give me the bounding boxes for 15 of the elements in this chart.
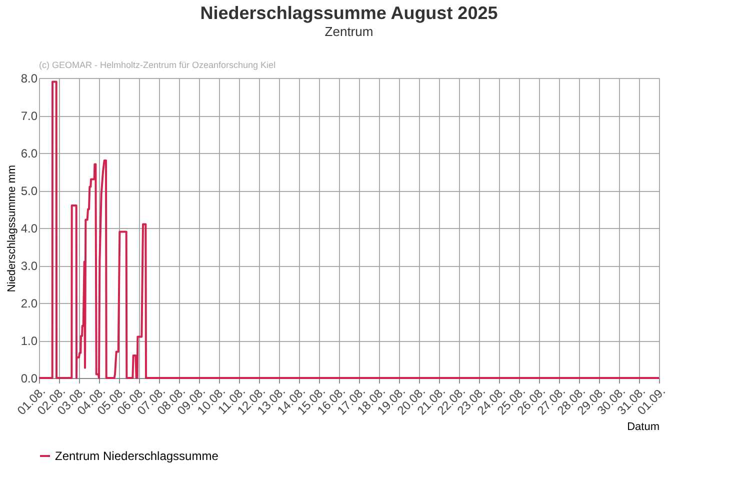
- y-tick-label: 0.0: [20, 372, 38, 386]
- chart-title: Niederschlagssumme August 2025: [200, 3, 498, 23]
- y-axis-title: Niederschlagssumme mm: [6, 164, 18, 292]
- chart-subtitle: Zentrum: [324, 24, 374, 39]
- y-tick-label: 2.0: [20, 296, 38, 310]
- text: (c) GEOMAR - Helmholtz-Zentrum für Ozeanforschung Kiel: [39, 60, 276, 70]
- y-tick-label: 1.0: [20, 334, 38, 348]
- y-tick-label: 4.0: [20, 222, 38, 236]
- y-tick-label: 5.0: [20, 184, 38, 198]
- y-tick-label: 6.0: [20, 146, 38, 160]
- y-tick-label: 8.0: [20, 72, 38, 86]
- y-tick-label: 7.0: [20, 109, 38, 123]
- legend-label: Zentrum Niederschlagssumme: [55, 449, 219, 463]
- x-axis-title: Datum: [627, 420, 660, 433]
- y-tick-label: 3.0: [20, 259, 38, 273]
